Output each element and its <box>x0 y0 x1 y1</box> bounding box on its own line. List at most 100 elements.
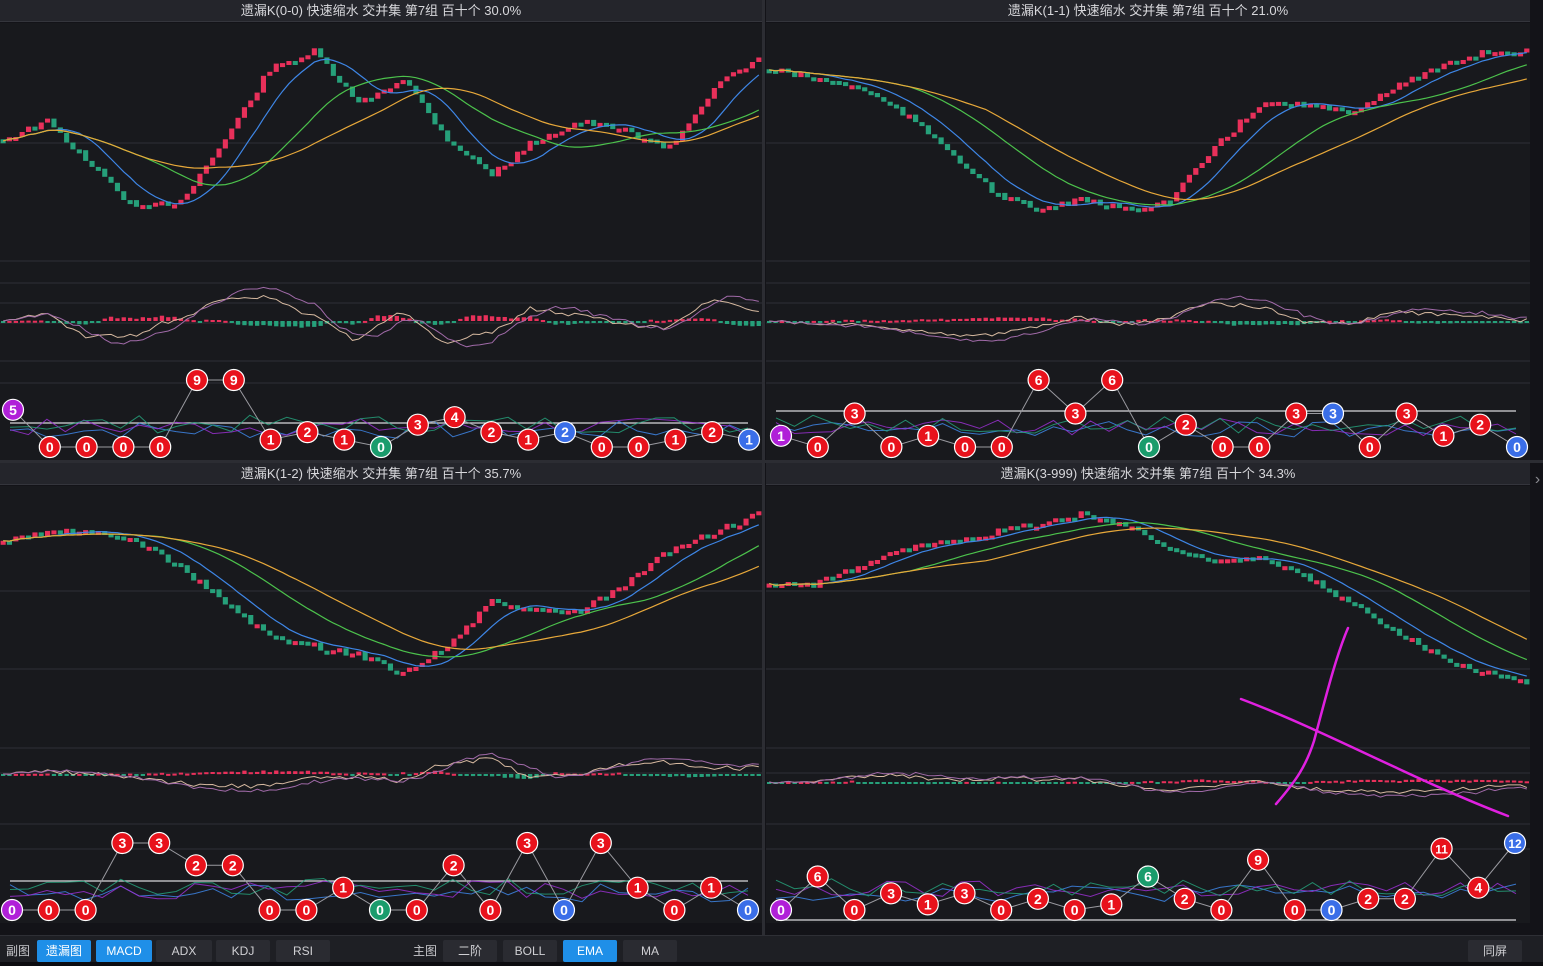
chart-panel-2[interactable]: 1 0 3 0 1 0 0 6 3 6 0 2 0 0 3 3 0 3 1 2 0 <box>766 23 1530 460</box>
macd-bar <box>369 318 374 321</box>
macd-bar <box>312 772 317 775</box>
candle <box>667 552 673 557</box>
candle <box>1346 110 1352 115</box>
candle <box>400 80 406 85</box>
ema-fast-line <box>769 516 1527 677</box>
macd-bar <box>445 321 450 324</box>
macd-bar <box>1199 779 1205 782</box>
svg-text:1: 1 <box>745 432 753 448</box>
candle <box>362 651 368 661</box>
miss-count-badge: 0 <box>627 435 650 459</box>
candle <box>1498 51 1504 56</box>
candle <box>862 566 868 570</box>
macd-bar <box>1008 782 1014 784</box>
chart-panel-1[interactable]: 5 0 0 0 0 9 9 1 2 1 0 3 4 2 1 2 0 0 1 2 1 <box>0 23 762 460</box>
macd-bar <box>274 321 279 327</box>
vertical-splitter[interactable] <box>762 0 765 935</box>
miss-count-badge: 0 <box>953 435 977 459</box>
candle <box>229 604 235 609</box>
main-chart-button[interactable]: 二阶 <box>443 940 497 962</box>
sub-chart-button[interactable]: KDJ <box>216 940 270 962</box>
macd-bar <box>1480 780 1485 782</box>
candle <box>64 132 70 143</box>
macd-bar <box>7 774 12 776</box>
candle <box>817 78 823 82</box>
candle <box>1371 613 1377 619</box>
ema-slow-line <box>769 527 1528 640</box>
candle <box>108 533 114 538</box>
macd-bar <box>1486 321 1491 323</box>
candle <box>1072 517 1078 522</box>
horizontal-splitter[interactable] <box>0 460 1543 463</box>
miss-count-badge: 1 <box>1432 424 1455 447</box>
macd-bar <box>737 321 742 326</box>
chart-panel-3[interactable]: 0 0 0 3 3 2 2 0 0 1 0 0 2 0 3 0 3 1 0 1 0 <box>0 486 762 923</box>
main-chart-button[interactable]: BOLL <box>503 940 557 962</box>
macd-bar <box>824 782 829 784</box>
candle <box>944 144 951 151</box>
main-chart-button[interactable]: EMA <box>563 940 617 962</box>
sub-chart-button[interactable]: RSI <box>276 940 330 962</box>
macd-bar <box>843 781 848 784</box>
macd-bar <box>1110 321 1116 323</box>
svg-text:2: 2 <box>1034 891 1042 907</box>
candle <box>267 71 273 76</box>
candle <box>464 625 470 635</box>
macd-bar <box>153 773 158 776</box>
macd-bar <box>1492 321 1498 323</box>
same-screen-button[interactable]: 同屏 <box>1468 940 1522 962</box>
macd-bar <box>616 772 622 775</box>
sub-chart-button[interactable]: ADX <box>156 940 212 962</box>
macd-bar <box>1136 319 1141 322</box>
chevron-right-icon[interactable]: › <box>1534 471 1541 488</box>
candle <box>1384 93 1390 98</box>
macd-bar <box>1104 782 1109 784</box>
sub-chart-button[interactable]: MACD <box>96 940 152 962</box>
candle <box>565 610 571 615</box>
macd-bar <box>553 321 558 325</box>
taskbar-edge <box>0 962 1543 966</box>
candle <box>610 590 616 598</box>
macd-bar <box>1129 781 1135 784</box>
macd-bar <box>724 774 730 776</box>
candle <box>387 663 393 671</box>
macd-bar <box>604 773 609 776</box>
svg-text:3: 3 <box>597 835 605 851</box>
candle <box>938 137 944 145</box>
sub-chart-button[interactable]: 遗漏图 <box>37 940 91 962</box>
candle <box>1148 207 1154 212</box>
candle <box>559 610 565 615</box>
candle <box>1479 671 1485 676</box>
candle <box>1333 107 1339 112</box>
macd-bar <box>483 774 488 776</box>
candle <box>273 635 279 640</box>
svg-text:2: 2 <box>488 424 496 440</box>
macd-bar <box>286 321 292 327</box>
chart-panel-4[interactable]: 0 6 0 3 1 3 0 2 0 1 6 2 0 9 0 0 2 2 11 4 12 <box>766 486 1530 923</box>
macd-bar <box>134 774 139 776</box>
candle <box>661 141 667 149</box>
macd-bar <box>229 321 234 323</box>
candle <box>661 552 667 557</box>
macd-bar <box>172 773 177 776</box>
macd-bar <box>862 319 867 322</box>
macd-bar <box>1308 321 1313 324</box>
miss-count-badge: 4 <box>443 406 466 429</box>
candle <box>534 140 540 145</box>
miss-count-badge: 2 <box>1469 413 1492 436</box>
candle <box>51 118 57 128</box>
panel-title: 遗漏K(1-1) 快速缩水 交并集 第7组 百十个 21.0% <box>766 0 1530 22</box>
macd-bar <box>970 782 976 784</box>
main-chart-button[interactable]: MA <box>623 940 677 962</box>
candle <box>989 535 995 540</box>
candle <box>1231 132 1237 137</box>
candle <box>330 63 336 76</box>
candle <box>1377 618 1383 625</box>
svg-text:1: 1 <box>1107 896 1115 912</box>
candle <box>133 538 139 542</box>
candle <box>445 130 451 142</box>
candle <box>1225 136 1231 141</box>
miss-count-badge: 0 <box>1063 898 1086 922</box>
candle <box>603 122 609 127</box>
candle <box>426 659 432 664</box>
